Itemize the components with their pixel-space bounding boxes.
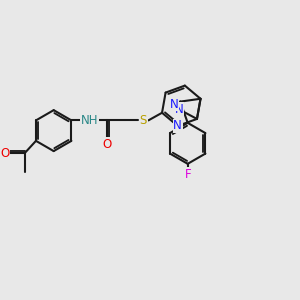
Text: O: O: [103, 138, 112, 151]
Text: N: N: [173, 119, 182, 132]
Text: F: F: [184, 167, 191, 181]
Text: S: S: [140, 114, 147, 127]
Text: N: N: [170, 98, 178, 111]
Text: N: N: [175, 103, 183, 116]
Text: N: N: [173, 119, 182, 132]
Text: N: N: [170, 98, 178, 111]
Text: F: F: [184, 167, 191, 181]
Text: N: N: [175, 103, 183, 116]
Text: O: O: [1, 147, 10, 160]
Text: NH: NH: [81, 114, 99, 127]
